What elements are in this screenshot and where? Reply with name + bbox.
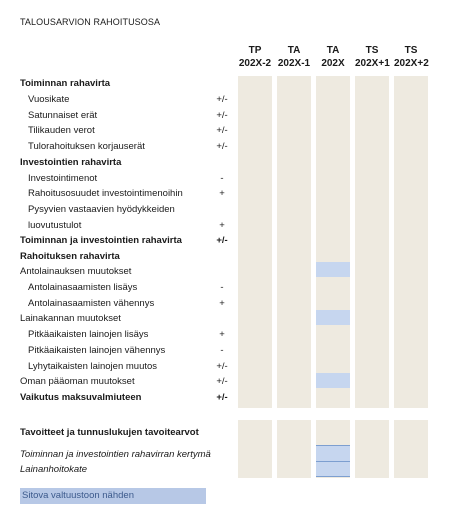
row-sign: +/- xyxy=(216,392,228,403)
column-bg-5 xyxy=(394,76,428,408)
row-label: luovutustulot xyxy=(28,220,82,231)
column-header-1: TP 202X-2 xyxy=(238,45,272,69)
row-label: Rahoituksen rahavirta xyxy=(20,251,120,262)
row-sign: +/- xyxy=(216,361,228,372)
highlight-cell-oma-paaoma xyxy=(316,373,350,388)
row-label: Tilikauden verot xyxy=(28,125,95,136)
binding-note-label: Sitova valtuustoon nähden xyxy=(22,490,134,501)
row-label: Investointien rahavirta xyxy=(20,157,122,168)
row-label: Pysyvien vastaavien hyödykkeiden xyxy=(28,204,175,215)
targets-heading-label: Tavoitteet ja tunnuslukujen tavoitearvot xyxy=(20,427,199,438)
row-sign: - xyxy=(220,282,224,293)
binding-note-bar: Sitova valtuustoon nähden xyxy=(20,488,206,504)
row-label: Vuosikate xyxy=(28,94,70,105)
row-sign: + xyxy=(219,220,225,231)
column-header-5: TS 202X+2 xyxy=(394,45,429,69)
row-sign: + xyxy=(219,329,225,340)
row-label: Vaikutus maksuvalmiuteen xyxy=(20,392,142,403)
highlight-cell-antolainaus xyxy=(316,262,350,277)
row-label: Pitkäaikaisten lainojen lisäys xyxy=(28,329,149,340)
row-label: Antolainasaamisten vähennys xyxy=(28,298,155,309)
highlight-line-top xyxy=(316,445,350,446)
page-title: TALOUSARVION RAHOITUSOSA xyxy=(20,17,161,27)
target-column-bg-1 xyxy=(238,420,272,478)
row-sign: +/- xyxy=(216,141,228,152)
column-bg-1 xyxy=(238,76,272,408)
column-bg-4 xyxy=(355,76,389,408)
row-label: Rahoitusosuudet investointimenoihin xyxy=(28,188,183,199)
row-sign: - xyxy=(220,345,224,356)
row-sign: + xyxy=(219,188,225,199)
column-header-3: TA 202X xyxy=(321,45,345,69)
target-column-bg-2 xyxy=(277,420,311,478)
row-label: Satunnaiset erät xyxy=(28,110,98,121)
row-label: Antolainauksen muutokset xyxy=(20,266,132,277)
row-label: Lainakannan muutokset xyxy=(20,313,121,324)
highlight-cell-lainakanta xyxy=(316,310,350,325)
highlight-line-mid xyxy=(316,461,350,462)
row-label: Toiminnan ja investointien rahavirta xyxy=(20,235,182,246)
highlight-line-bottom xyxy=(316,476,350,477)
column-bg-3 xyxy=(316,76,350,408)
row-label: Investointimenot xyxy=(28,173,98,184)
row-label: Pitkäaikaisten lainojen vähennys xyxy=(28,345,166,356)
target-item-label: Lainanhoitokate xyxy=(20,464,88,475)
column-bg-2 xyxy=(277,76,311,408)
row-label: Toiminnan rahavirta xyxy=(20,78,111,89)
row-label: Tulorahoituksen korjauserät xyxy=(28,141,145,152)
column-header-2: TA 202X-1 xyxy=(277,45,311,69)
row-sign: +/- xyxy=(216,376,228,387)
row-sign: +/- xyxy=(216,125,228,136)
row-sign: - xyxy=(220,173,224,184)
row-sign: +/- xyxy=(216,235,228,246)
column-header-4: TS 202X+1 xyxy=(355,45,390,69)
row-label: Antolainasaamisten lisäys xyxy=(28,282,138,293)
target-column-bg-5 xyxy=(394,420,428,478)
row-sign: +/- xyxy=(216,94,228,105)
row-label: Lyhytaikaisten lainojen muutos xyxy=(28,361,158,372)
target-item-label: Toiminnan ja investointien rahavirran ke… xyxy=(20,449,211,460)
row-label: Oman pääoman muutokset xyxy=(20,376,135,387)
row-sign: + xyxy=(219,298,225,309)
row-sign: +/- xyxy=(216,110,228,121)
target-column-bg-4 xyxy=(355,420,389,478)
